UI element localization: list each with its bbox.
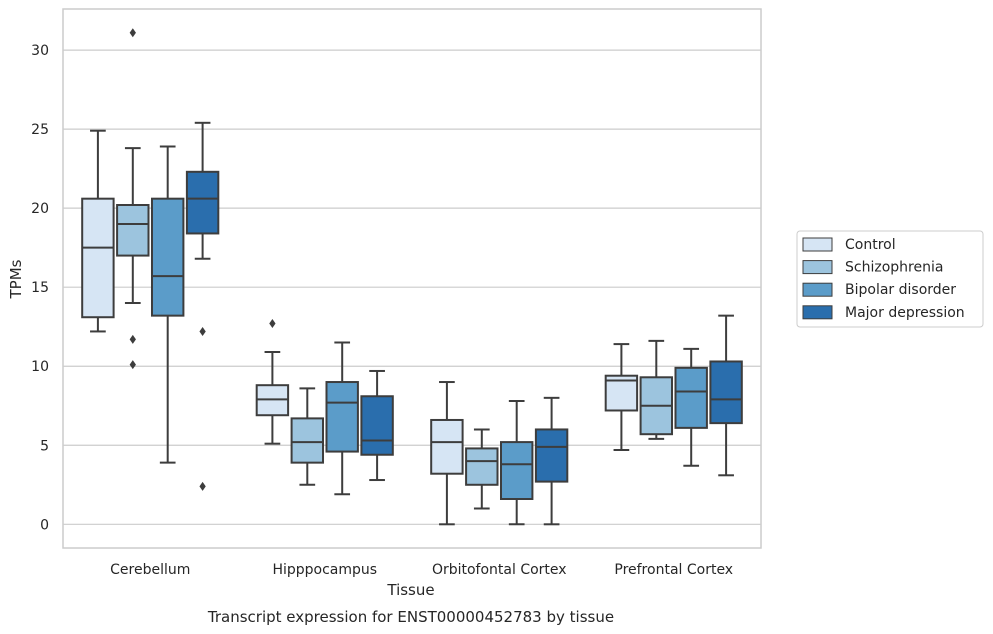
box-iqr	[604, 374, 639, 412]
box	[81, 129, 115, 333]
y-tick-label-20: 20	[31, 201, 49, 217]
box	[534, 396, 569, 526]
legend-label: Control	[845, 237, 896, 253]
chart-caption: Transcript expression for ENST0000045278…	[207, 608, 614, 626]
box	[709, 314, 743, 477]
legend-swatch	[802, 260, 833, 275]
box-iqr	[150, 197, 185, 317]
box	[430, 381, 464, 526]
y-axis-label: TPMs	[7, 259, 25, 299]
box-iqr	[185, 170, 220, 235]
legend-frame	[796, 230, 984, 328]
y-tick-label-0: 0	[40, 517, 49, 533]
x-tick-label: Prefrontal Cortex	[614, 562, 733, 578]
box-iqr	[360, 395, 394, 456]
x-tick-labels: Cerebellum Hipppocampus Orbitofontal Corte…	[110, 562, 733, 578]
box	[604, 343, 639, 451]
legend-label: Major depression	[845, 305, 965, 321]
box	[674, 347, 708, 467]
box	[255, 319, 290, 445]
box-series	[81, 28, 743, 526]
outlier-point	[199, 481, 206, 491]
legend: Control Schizophrenia Bipolar disorder Majo…	[796, 230, 984, 328]
legend-swatch	[802, 305, 833, 320]
box-iqr	[499, 441, 534, 500]
legend-label: Schizophrenia	[845, 260, 943, 276]
legend-swatch	[802, 282, 833, 297]
plot-frame	[62, 8, 762, 549]
box	[185, 121, 220, 491]
y-tick-label-5: 5	[40, 438, 49, 454]
series-bipolar-disorder	[150, 145, 708, 526]
y-tick-label-25: 25	[31, 122, 49, 138]
box	[290, 387, 325, 486]
box	[499, 400, 534, 526]
series-major-depression	[185, 121, 743, 526]
box-iqr	[290, 417, 325, 464]
x-tick-label: Cerebellum	[110, 562, 190, 578]
box-iqr	[81, 197, 115, 319]
x-tick-label: Orbitofontal Cortex	[432, 562, 567, 578]
box	[325, 341, 359, 496]
series-control	[81, 129, 639, 526]
outlier-point	[199, 326, 206, 336]
series-schizophrenia	[116, 28, 674, 510]
box	[116, 28, 150, 370]
y-tick-label-10: 10	[31, 359, 49, 375]
box	[465, 428, 499, 510]
box-iqr	[534, 428, 569, 483]
x-tick-label: Hipppocampus	[272, 562, 377, 578]
box	[360, 369, 394, 482]
outlier-point	[129, 360, 136, 370]
outlier-point	[269, 319, 276, 329]
y-tick-label-30: 30	[31, 43, 49, 59]
box-iqr	[325, 381, 359, 453]
box-iqr	[709, 360, 743, 425]
box-iqr	[116, 204, 150, 257]
box-iqr	[430, 418, 464, 475]
y-tick-label-15: 15	[31, 280, 49, 296]
outlier-point	[129, 334, 136, 344]
x-axis-label: Tissue	[386, 581, 434, 599]
box-iqr	[465, 447, 499, 486]
box-iqr	[674, 366, 708, 429]
box	[150, 145, 185, 464]
legend-swatch	[802, 237, 833, 252]
outlier-point	[129, 28, 136, 38]
y-tick-labels: 0 5 10 15 20 25 30	[31, 43, 49, 533]
legend-label: Bipolar disorder	[845, 282, 956, 298]
box	[639, 339, 674, 440]
